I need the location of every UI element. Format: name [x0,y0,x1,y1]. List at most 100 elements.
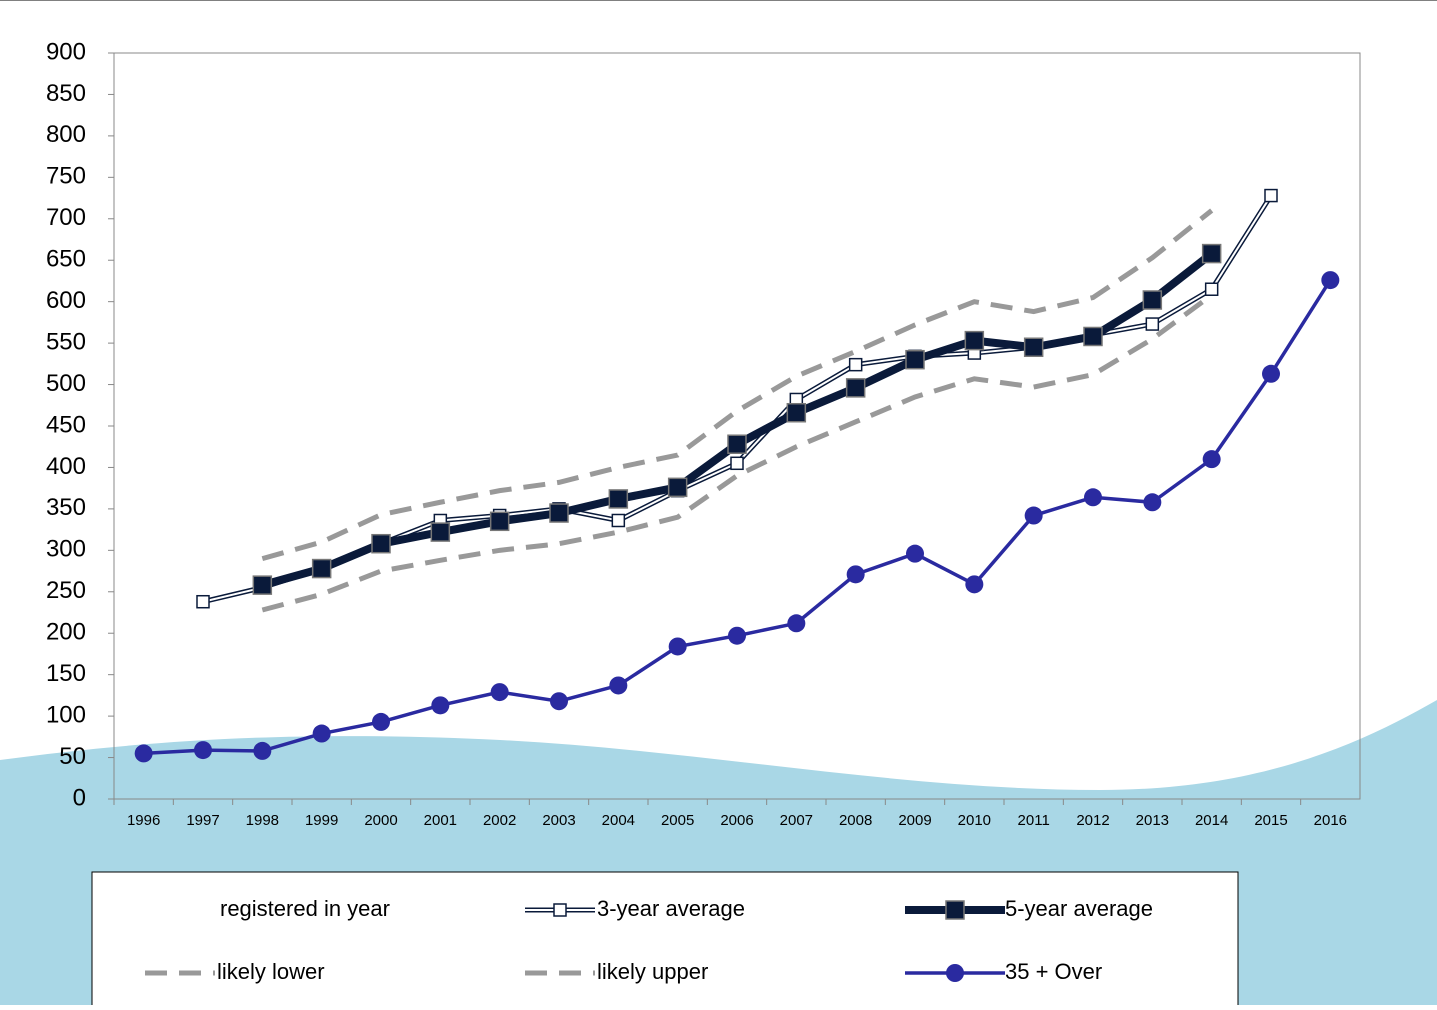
point [846,565,865,584]
x-tick-label: 2000 [364,812,397,829]
point [1264,188,1278,203]
y-tick-label: 550 [46,328,86,355]
x-tick-label: 2008 [839,812,872,829]
point [727,434,747,454]
y-tick-label: 150 [46,660,86,687]
point [668,637,687,656]
point [253,741,272,760]
x-tick-label: 2012 [1076,812,1109,829]
point [1084,488,1102,507]
x-tick-label: 2010 [958,812,991,829]
point [490,683,509,702]
y-tick-label: 300 [46,536,86,563]
x-tick-label: 2006 [720,812,753,829]
point [609,676,628,695]
point [905,349,925,370]
x-tick-label: 1998 [246,812,279,829]
y-tick-label: 50 [59,743,86,770]
y-tick-label: 250 [46,577,86,604]
point [372,712,390,731]
y-tick-label: 900 [46,38,86,65]
point [312,724,331,743]
y-tick-label: 800 [46,121,86,148]
point [786,402,807,423]
point [1083,326,1103,347]
legend-label: 5-year average [1005,896,1153,921]
point [1143,493,1162,512]
y-tick-label: 600 [46,287,86,314]
x-tick-label: 2007 [780,812,813,829]
legend-label: registered in year [220,896,390,921]
x-tick-label: 2016 [1314,812,1347,829]
y-tick-label: 350 [46,494,86,521]
point [608,489,629,509]
point [728,626,746,645]
y-tick-label: 750 [46,163,86,190]
point [906,544,924,563]
legend-label: 3-year average [597,896,745,921]
point [196,594,210,609]
y-tick-label: 100 [46,701,86,728]
x-tick-label: 2009 [898,812,931,829]
x-tick-label: 1999 [305,812,338,829]
y-tick-label: 200 [46,619,86,646]
point [1024,506,1043,525]
point [1204,282,1219,296]
point [1262,364,1280,383]
point [1145,317,1160,331]
point [1201,243,1222,264]
point [1023,337,1044,358]
x-tick-label: 2005 [661,812,694,829]
point [965,575,984,594]
point [730,456,744,471]
point [489,511,510,532]
point [430,522,451,542]
series-line [261,293,1214,613]
series-line-inner [202,195,1272,603]
y-tick-label: 500 [46,370,86,397]
legend-marker [946,964,964,982]
point [848,357,863,372]
point [550,692,568,711]
x-tick-label: 2011 [1018,812,1050,829]
series-line [143,279,1332,756]
legend-marker [945,900,965,920]
y-tick-label: 0 [73,784,86,811]
legend-box [91,871,1239,1010]
y-tick-label: 700 [46,204,86,231]
point [252,575,273,595]
legend-label: likely lower [217,959,325,984]
point [371,533,391,554]
point [667,477,688,498]
point [431,696,450,715]
legend-label: 35 + Over [1005,959,1102,984]
y-tick-label: 650 [46,246,86,273]
point [1321,271,1340,290]
legend-label: likely upper [597,959,708,984]
legend-marker [553,903,567,917]
point [845,378,866,398]
point [611,513,626,528]
x-tick-label: 1997 [186,812,219,829]
x-tick-label: 2015 [1254,812,1287,829]
x-tick-label: 2002 [483,812,516,829]
x-tick-label: 2001 [424,812,457,829]
point [1202,450,1221,469]
y-tick-label: 450 [46,411,86,438]
x-tick-label: 1996 [127,812,160,829]
y-tick-label: 400 [46,453,86,480]
point [964,330,985,351]
y-tick-label: 850 [46,80,86,107]
x-tick-label: 2014 [1195,812,1228,829]
x-tick-label: 2013 [1136,812,1169,829]
point [549,503,569,523]
series-line [202,194,1274,605]
x-tick-label: 2003 [542,812,575,829]
point [311,558,332,579]
point [1142,290,1163,310]
plot-area [113,52,1361,800]
point [194,741,212,760]
point [787,614,806,633]
